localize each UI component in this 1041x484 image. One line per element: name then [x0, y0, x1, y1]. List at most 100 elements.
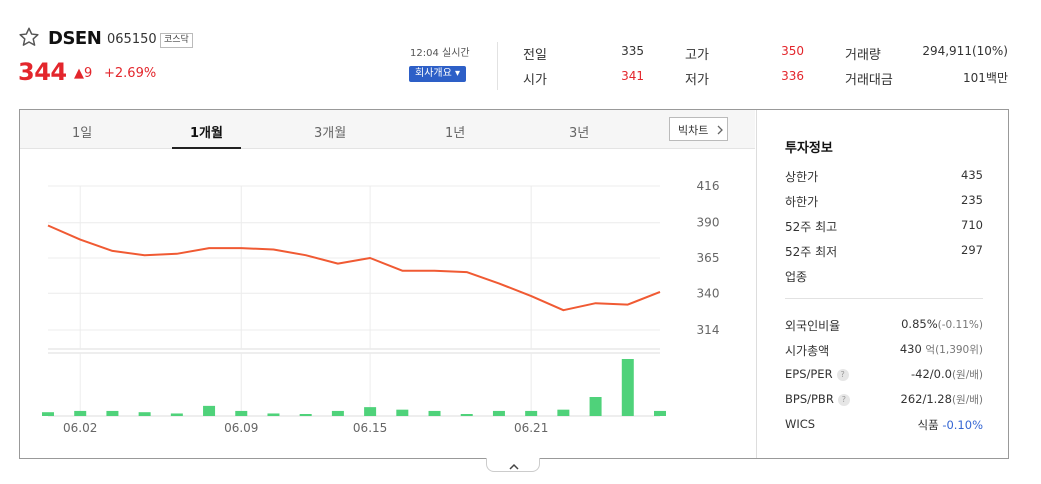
- bps-pbr-label: BPS/PBR?: [785, 392, 850, 406]
- x-tick-label: 06.15: [353, 421, 387, 435]
- high-52w-value: 710: [961, 218, 983, 232]
- volume-bar: [170, 413, 183, 416]
- market-cap-rank: 억(1,390위): [925, 344, 983, 356]
- bps-pbr-unit: (원/배): [951, 394, 983, 406]
- volume-bar: [106, 410, 119, 416]
- invest-separator: [785, 298, 983, 299]
- foreign-ratio-number: 0.85%: [901, 317, 938, 331]
- wics-change: -0.10%: [942, 418, 983, 432]
- trade-amount-label: 거래대금: [845, 73, 893, 88]
- volume-bar: [364, 407, 377, 416]
- bps-help-icon[interactable]: ?: [837, 394, 850, 406]
- volume-bar: [331, 410, 344, 416]
- prev-close-label: 전일: [523, 48, 547, 63]
- bps-pbr-text: BPS/PBR: [785, 392, 834, 406]
- wics-value: 식품 -0.10%: [917, 417, 983, 433]
- open-value: 341: [621, 69, 644, 83]
- volume-bar: [203, 405, 216, 416]
- y-tick-label: 340: [697, 286, 720, 300]
- volume-bar: [525, 410, 538, 416]
- volume-bar: [589, 397, 602, 416]
- x-tick-label: 06.21: [514, 421, 548, 435]
- volume-value: 294,911(10%): [922, 44, 1008, 58]
- volume-bar: [42, 412, 54, 416]
- low-52w-label: 52주 최저: [785, 245, 838, 259]
- tab-3month[interactable]: 3개월: [314, 126, 347, 141]
- current-price: 344: [18, 58, 67, 86]
- volume-bar: [299, 414, 312, 416]
- tab-1month[interactable]: 1개월: [190, 126, 223, 141]
- big-chart-button[interactable]: 빅차트: [669, 117, 728, 141]
- stock-name: DSEN: [48, 28, 102, 49]
- price-change: ▲9: [74, 66, 93, 81]
- collapse-toggle[interactable]: [486, 458, 540, 472]
- volume-bar: [654, 410, 666, 416]
- active-tab-indicator: [172, 147, 241, 149]
- y-tick-label: 390: [697, 216, 720, 230]
- invest-info-panel: [756, 110, 1008, 458]
- volume-bar: [621, 359, 634, 416]
- period-tabs: [20, 110, 755, 149]
- price-line: [47, 224, 661, 312]
- foreign-ratio-label: 외국인비율: [785, 319, 841, 333]
- volume-bar: [460, 414, 473, 416]
- eps-per-number: -42/0.0: [910, 367, 952, 381]
- low-label: 저가: [685, 73, 709, 88]
- bps-pbr-number: 262/1.28: [900, 392, 952, 406]
- price-chart: 06.02 06.09 06.15 06.21 416 390 365 340 314: [42, 179, 720, 435]
- high-52w-label: 52주 최고: [785, 220, 838, 234]
- invest-info-title: 투자정보: [785, 141, 833, 156]
- tab-3year[interactable]: 3년: [569, 126, 590, 141]
- wics-sector: 식품: [917, 418, 939, 432]
- lower-limit-label: 하한가: [785, 195, 819, 209]
- industry-label: 업종: [785, 270, 808, 284]
- company-overview-button[interactable]: 회사개요 ▾: [409, 66, 466, 82]
- x-tick-label: 06.02: [63, 421, 97, 435]
- volume-bar: [138, 412, 151, 416]
- low-52w-value: 297: [961, 243, 983, 257]
- market-badge: 코스닥: [160, 33, 193, 48]
- big-chart-label: 빅차트: [678, 124, 709, 137]
- prev-close-value: 335: [621, 44, 644, 58]
- foreign-ratio-change: (-0.11%): [937, 319, 983, 331]
- header-divider: [497, 42, 498, 90]
- y-tick-label: 365: [697, 251, 720, 265]
- trade-amount-value: 101백만: [963, 71, 1008, 85]
- eps-per-value: -42/0.0(원/배): [911, 367, 983, 382]
- volume-bar: [235, 410, 248, 416]
- high-label: 고가: [685, 48, 709, 63]
- volume-label: 거래량: [845, 48, 881, 63]
- bps-pbr-value: 262/1.28(원/배): [901, 392, 984, 407]
- wics-label: WICS: [785, 417, 816, 431]
- realtime-label: 12:04 실시간: [410, 48, 470, 59]
- open-label: 시가: [523, 73, 547, 88]
- volume-bar: [492, 410, 505, 416]
- market-cap-value: 430 억(1,390위): [900, 342, 983, 357]
- y-tick-label: 314: [697, 323, 720, 337]
- y-tick-label: 416: [697, 179, 720, 193]
- tab-1year[interactable]: 1년: [445, 126, 466, 141]
- chevron-up-icon: [509, 463, 519, 470]
- foreign-ratio-value: 0.85%(-0.11%): [901, 317, 983, 331]
- upper-limit-value: 435: [961, 168, 983, 182]
- tab-1day[interactable]: 1일: [72, 126, 93, 141]
- high-value: 350: [781, 44, 804, 58]
- volume-bar: [428, 410, 441, 416]
- chevron-right-icon: [717, 125, 723, 135]
- lower-limit-value: 235: [961, 193, 983, 207]
- price-change-percent: +2.69%: [104, 66, 157, 81]
- eps-per-label: EPS/PER?: [785, 367, 849, 381]
- favorite-star-icon[interactable]: [18, 26, 40, 48]
- low-value: 336: [781, 69, 804, 83]
- eps-per-text: EPS/PER: [785, 367, 833, 381]
- stock-code: 065150: [107, 32, 157, 47]
- market-cap-number: 430: [899, 342, 922, 356]
- volume-bar: [267, 413, 280, 416]
- volume-bar: [74, 410, 87, 416]
- upper-limit-label: 상한가: [785, 170, 819, 184]
- eps-per-unit: (원/배): [951, 369, 983, 381]
- market-cap-label: 시가총액: [785, 344, 830, 358]
- eps-help-icon[interactable]: ?: [836, 369, 849, 381]
- x-tick-label: 06.09: [224, 421, 258, 435]
- volume-bar: [396, 409, 409, 416]
